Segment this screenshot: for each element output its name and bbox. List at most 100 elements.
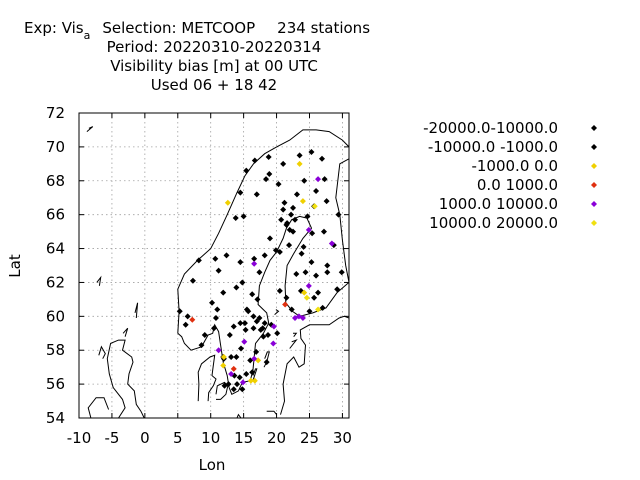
- coastline-segment: [86, 126, 94, 132]
- data-point-series-0: [311, 294, 318, 301]
- data-point-series-0: [293, 191, 300, 198]
- legend-label: 10000.0 20000.0: [429, 214, 558, 232]
- data-point-series-0: [220, 289, 227, 296]
- data-point-series-0: [308, 259, 315, 266]
- coastline-segment: [96, 275, 102, 286]
- data-point-series-0: [292, 216, 298, 223]
- data-point-series-0: [335, 211, 342, 218]
- data-point-series-0: [189, 277, 196, 284]
- data-point-series-0: [250, 313, 257, 320]
- data-point-series-0: [300, 243, 307, 250]
- data-point-series-0: [253, 191, 260, 198]
- data-point-series-0: [237, 320, 244, 327]
- data-point-series-0: [324, 269, 331, 276]
- data-point-series-4: [305, 226, 312, 233]
- data-point-series-0: [243, 370, 250, 377]
- legend-label: 1000.0 10000.0: [439, 195, 558, 213]
- data-point-series-5: [315, 306, 322, 313]
- coastline-segment: [122, 327, 129, 337]
- y-tick-label: 64: [46, 240, 65, 258]
- title-exp-label: Exp: Vis: [24, 19, 84, 37]
- legend-label: -1000.0 0.0: [471, 157, 558, 175]
- coastline-segment: [197, 354, 217, 402]
- y-tick-label: 54: [46, 409, 65, 427]
- data-point-series-0: [195, 257, 202, 264]
- data-point-series-1: [286, 226, 293, 233]
- data-point-series-0: [302, 269, 309, 276]
- data-point-series-0: [320, 228, 327, 235]
- legend-marker: [591, 220, 597, 226]
- x-tick-label: 10: [201, 429, 220, 447]
- x-axis-label: Lon: [199, 456, 226, 474]
- data-point-series-0: [261, 320, 268, 327]
- data-point-series-0: [315, 289, 322, 296]
- data-point-series-0: [238, 345, 244, 352]
- data-point-series-0: [290, 204, 297, 211]
- plot-frame: [78, 112, 350, 419]
- data-point-series-2: [296, 160, 303, 167]
- data-point-series-0: [239, 279, 246, 286]
- data-point-series-4: [292, 315, 298, 322]
- data-point-series-1: [274, 330, 281, 337]
- data-point-series-0: [278, 216, 285, 223]
- data-point-series-0: [249, 369, 256, 376]
- data-point-series-0: [184, 313, 191, 320]
- title-station-count: 234 stations: [277, 19, 370, 37]
- data-point-series-5: [303, 294, 310, 301]
- data-point-series-0: [256, 269, 263, 276]
- data-point-series-0: [241, 320, 248, 327]
- data-point-series-0: [256, 315, 263, 322]
- data-point-series-4: [328, 240, 335, 247]
- y-tick-label: 58: [46, 341, 65, 359]
- data-point-series-0: [236, 374, 243, 381]
- data-point-series-0: [265, 154, 272, 161]
- y-tick-label: 68: [46, 172, 65, 190]
- title-subscript: a: [84, 29, 91, 42]
- data-points: [176, 148, 345, 393]
- y-axis-label: Lat: [6, 254, 24, 278]
- data-point-series-0: [323, 198, 330, 205]
- grid-lines: [79, 113, 349, 418]
- data-point-series-0: [309, 230, 316, 237]
- data-point-series-2: [301, 289, 308, 296]
- x-tick-label: 15: [234, 429, 253, 447]
- data-point-series-0: [319, 304, 326, 311]
- coastline-segment: [280, 315, 349, 415]
- data-point-series-1: [284, 220, 291, 227]
- data-point-series-2: [220, 354, 227, 360]
- data-point-series-0: [313, 187, 320, 194]
- coastline-segment: [87, 397, 110, 418]
- data-point-series-0: [253, 318, 260, 325]
- data-point-series-0: [225, 381, 232, 388]
- data-point-series-0: [182, 321, 189, 328]
- y-tick-label: 60: [46, 307, 65, 325]
- legend-marker: [591, 163, 597, 169]
- coastline-segment: [274, 309, 280, 315]
- data-point-series-0: [338, 269, 345, 276]
- chart-title-used: Used 06 + 18 42: [151, 76, 277, 94]
- data-point-series-0: [266, 235, 273, 242]
- data-point-series-1: [198, 342, 205, 349]
- data-point-series-0: [242, 326, 249, 333]
- data-point-series-0: [232, 215, 239, 222]
- data-point-series-0: [283, 294, 290, 301]
- x-tick-label: 0: [140, 429, 150, 447]
- legend-label: 0.0 1000.0: [477, 176, 558, 194]
- data-point-series-0: [298, 250, 305, 257]
- data-point-series-0: [243, 167, 250, 174]
- title-selection: Selection: METCOOP: [102, 19, 255, 37]
- data-point-series-0: [280, 206, 287, 213]
- y-tick-label: 70: [46, 138, 65, 156]
- x-tick-label: 25: [300, 429, 319, 447]
- data-point-series-4: [239, 379, 246, 386]
- legend-marker: [591, 182, 597, 188]
- coastline-segment: [134, 302, 139, 319]
- x-tick-label: 30: [333, 429, 352, 447]
- data-point-series-0: [211, 325, 217, 332]
- axis-ticks: -10 -5 0 5 10 15 20 25 30 54 56 58 60 62 64 66 68 70 72: [46, 104, 352, 447]
- data-point-series-0: [237, 189, 244, 196]
- data-point-series-0: [250, 325, 257, 332]
- data-point-series-0: [251, 255, 258, 262]
- data-point-series-0: [234, 381, 241, 388]
- y-tick-label: 62: [46, 273, 65, 291]
